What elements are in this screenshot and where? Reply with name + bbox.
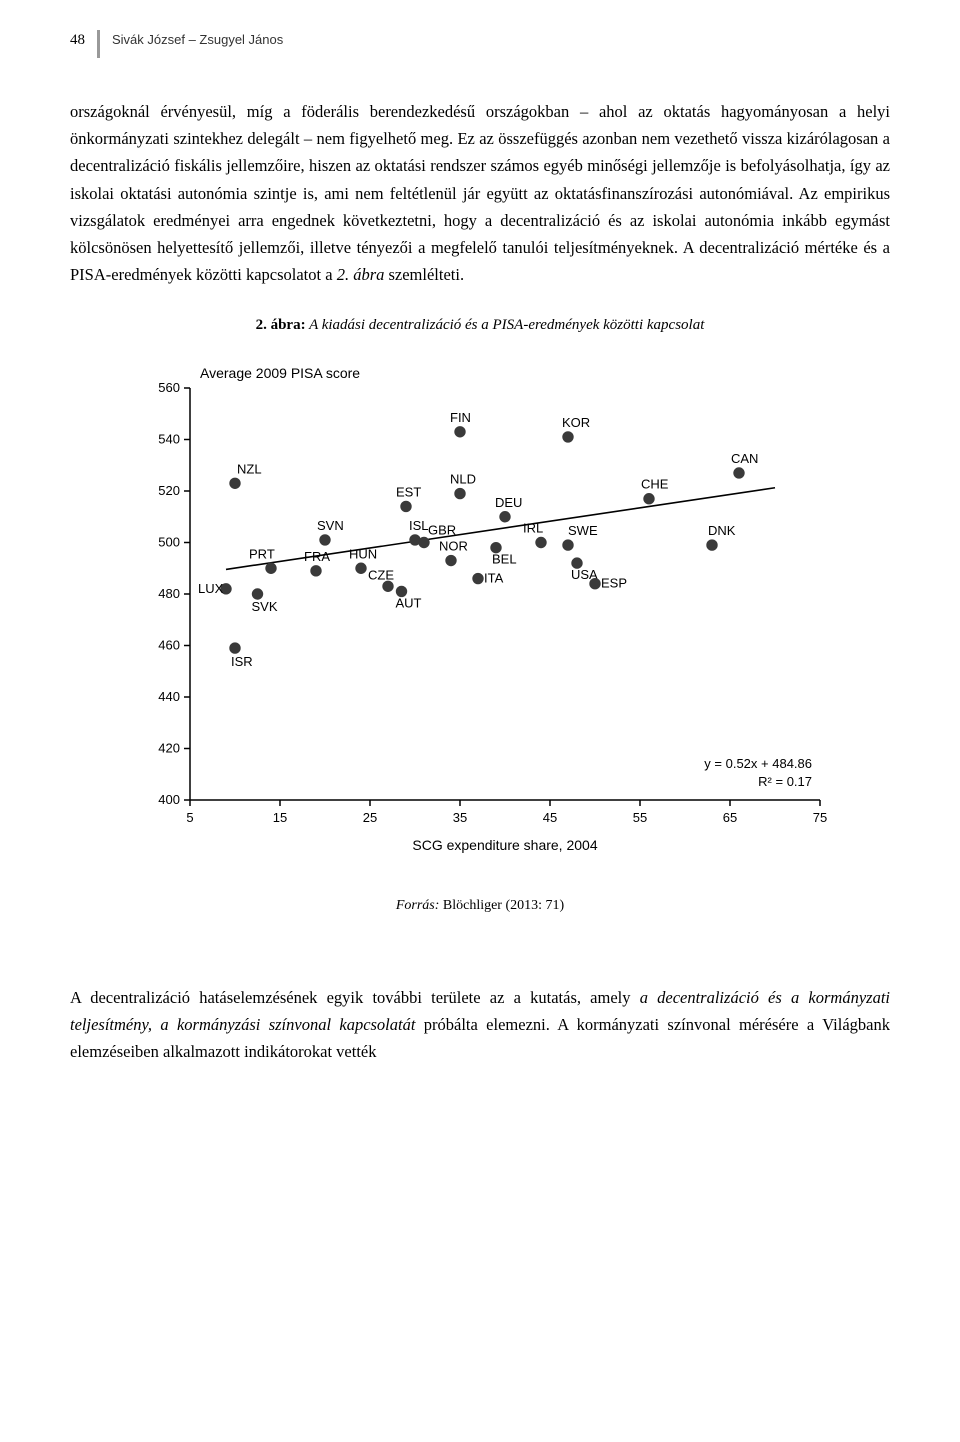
- body-paragraph-2: A decentralizáció hatáselemzésének egyik…: [70, 984, 890, 1066]
- svg-text:5: 5: [186, 810, 193, 825]
- page-header: 48 Sivák József – Zsugyel János: [70, 30, 890, 58]
- svg-text:ISL: ISL: [409, 517, 429, 532]
- figure-source: Forrás: Blöchliger (2013: 71): [70, 898, 890, 914]
- source-text: Blöchliger (2013: 71): [439, 898, 564, 913]
- svg-text:75: 75: [813, 810, 827, 825]
- body-paragraph-1: országoknál érvényesül, míg a föderális …: [70, 98, 890, 289]
- svg-text:35: 35: [453, 810, 467, 825]
- p1-italic: 2. ábra: [337, 265, 385, 284]
- svg-text:CHE: CHE: [641, 476, 669, 491]
- svg-text:45: 45: [543, 810, 557, 825]
- svg-text:400: 400: [158, 792, 180, 807]
- svg-text:GBR: GBR: [428, 522, 456, 537]
- svg-text:55: 55: [633, 810, 647, 825]
- svg-text:460: 460: [158, 637, 180, 652]
- svg-text:y = 0.52x + 484.86: y = 0.52x + 484.86: [704, 756, 812, 771]
- svg-text:NOR: NOR: [439, 538, 468, 553]
- figure-caption-label: 2. ábra:: [256, 317, 306, 333]
- svg-text:R² = 0.17: R² = 0.17: [758, 774, 812, 789]
- scatter-chart: 400 420 440 460 480 500 520 540 560 5 15 25 35 45 55 65…: [120, 358, 840, 868]
- figure-caption-title: A kiadási decentralizáció és a PISA-ered…: [306, 317, 705, 333]
- svg-text:PRT: PRT: [249, 546, 275, 561]
- header-authors: Sivák József – Zsugyel János: [112, 30, 283, 47]
- svg-text:ISR: ISR: [231, 654, 253, 669]
- svg-text:NZL: NZL: [237, 461, 262, 476]
- svg-text:520: 520: [158, 483, 180, 498]
- svg-text:SWE: SWE: [568, 523, 598, 538]
- svg-text:440: 440: [158, 689, 180, 704]
- svg-text:EST: EST: [396, 484, 421, 499]
- p1-pre: országoknál érvényesül, míg a föderális …: [70, 102, 890, 284]
- source-label: Forrás:: [396, 898, 440, 913]
- svg-text:CZE: CZE: [368, 567, 394, 582]
- header-rule: [97, 30, 100, 58]
- svg-text:500: 500: [158, 534, 180, 549]
- svg-text:IRL: IRL: [523, 520, 543, 535]
- svg-text:KOR: KOR: [562, 414, 590, 429]
- svg-text:LUX: LUX: [198, 580, 224, 595]
- svg-text:65: 65: [723, 810, 737, 825]
- svg-text:HUN: HUN: [349, 546, 377, 561]
- p2-pre: A decentralizáció hatáselemzésének egyik…: [70, 988, 640, 1007]
- svg-text:SVK: SVK: [252, 599, 278, 614]
- svg-text:DNK: DNK: [708, 523, 736, 538]
- svg-text:480: 480: [158, 586, 180, 601]
- p1-post: szemlélteti.: [384, 265, 464, 284]
- svg-text:FIN: FIN: [450, 409, 471, 424]
- svg-text:540: 540: [158, 431, 180, 446]
- svg-text:FRA: FRA: [304, 548, 330, 563]
- svg-text:25: 25: [363, 810, 377, 825]
- svg-text:AUT: AUT: [396, 595, 422, 610]
- svg-text:CAN: CAN: [731, 451, 758, 466]
- scatter-chart-container: 400 420 440 460 480 500 520 540 560 5 15 25 35 45 55 65…: [70, 358, 890, 868]
- svg-text:ITA: ITA: [484, 570, 504, 585]
- svg-text:SVN: SVN: [317, 517, 344, 532]
- figure-caption: 2. ábra: A kiadási decentralizáció és a …: [70, 317, 890, 334]
- page-number: 48: [70, 30, 85, 49]
- svg-text:420: 420: [158, 740, 180, 755]
- svg-text:ESP: ESP: [601, 575, 627, 590]
- svg-text:BEL: BEL: [492, 551, 517, 566]
- svg-text:15: 15: [273, 810, 287, 825]
- svg-text:Average 2009 PISA score: Average 2009 PISA score: [200, 365, 360, 381]
- svg-text:NLD: NLD: [450, 471, 476, 486]
- svg-text:DEU: DEU: [495, 494, 522, 509]
- svg-text:SCG expenditure share, 2004: SCG expenditure share, 2004: [412, 837, 597, 853]
- svg-text:560: 560: [158, 380, 180, 395]
